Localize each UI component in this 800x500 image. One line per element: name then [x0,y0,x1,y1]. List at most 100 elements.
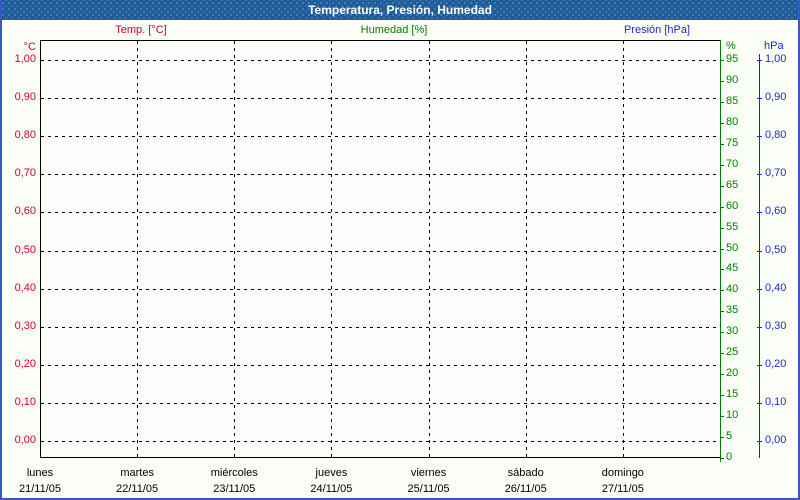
humidity-tick-label: 55 [726,220,739,233]
humidity-tick-label: 60 [726,199,739,212]
h-gridline [41,136,720,138]
pressure-axis-tick [757,136,762,138]
pressure-tick-label: 0,90 [765,91,787,104]
weekday-label: lunes [26,467,54,479]
v-gridline [525,41,527,458]
date-label: 25/11/05 [407,483,450,495]
weekday-label: miércoles [210,467,258,479]
pressure-axis-tick [757,326,762,328]
pressure-tick-label: 0,30 [765,319,787,332]
humidity-tick-label: 65 [726,178,739,191]
temp-tick-label: 0,50 [14,243,36,256]
h-gridline [41,402,720,404]
h-gridline [41,288,720,290]
humidity-tick-label: 50 [726,241,739,254]
humidity-tick-label: 15 [726,388,739,401]
humidity-axis-tick [720,143,724,145]
weekday-label: viernes [410,467,447,479]
pressure-axis-tick [757,98,762,100]
humidity-tick-label: 70 [726,157,739,170]
temp-tick-label: 1,00 [14,53,36,65]
humidity-axis-tick [720,60,724,61]
humidity-tick-label: 90 [726,73,739,86]
temp-tick-label: 0,80 [14,129,36,142]
humidity-tick-label: 40 [726,283,739,296]
humidity-tick-label: 20 [726,367,739,380]
date-label: 24/11/05 [310,483,353,495]
pressure-axis-tick [757,441,762,442]
humidity-tick-label: 35 [726,304,739,317]
temp-tick-label: 0,30 [14,319,36,332]
chart-title: Temperatura, Presión, Humedad [308,3,492,17]
humidity-tick-label: 30 [726,325,739,338]
pressure-axis-line [759,54,760,458]
legend-humidity: Humedad [%] [360,24,428,36]
temp-tick-label: 0,20 [14,357,36,370]
humidity-axis-line [720,40,721,462]
temp-tick-label: 0,60 [14,205,36,218]
pressure-tick-label: 1,00 [765,53,787,65]
humidity-axis-tick [720,374,724,376]
legend-temp: Temp. [°C] [115,24,167,36]
date-label: 27/11/05 [601,483,644,495]
pressure-tick-label: 0,00 [765,434,787,446]
humidity-axis-tick [720,437,724,439]
v-gridline [428,41,430,458]
temp-tick-label: 0,40 [14,281,36,294]
pressure-axis-tick [757,174,762,176]
pressure-axis-tick [757,364,762,366]
pressure-axis-tick [757,288,762,290]
temp-tick-label: 0,10 [14,395,36,408]
h-gridline [41,174,720,176]
humidity-axis-tick [720,269,724,271]
humidity-axis-tick [720,101,724,103]
v-gridline [622,41,624,458]
date-label: 22/11/05 [116,483,159,495]
h-gridline [41,364,720,366]
humidity-tick-label: 95 [726,53,739,65]
h-gridline [41,212,720,214]
legend-pressure: Presión [hPa] [623,24,691,36]
humidity-axis-tick [720,416,724,418]
temp-axis-unit: °C [23,41,36,53]
pressure-tick-label: 0,20 [765,357,787,370]
date-label: 26/11/05 [504,483,547,495]
humidity-tick-label: 80 [726,115,739,128]
temp-tick-label: 0,00 [14,434,36,446]
temp-tick-label: 0,70 [14,167,36,180]
h-gridline [41,60,720,61]
humidity-axis-tick [720,227,724,229]
pressure-axis-tick [757,212,762,214]
humidity-axis-tick [720,122,724,124]
humidity-axis-tick [720,290,724,292]
pressure-tick-label: 0,70 [765,167,787,180]
h-gridline [41,250,720,252]
humidity-axis-tick [720,395,724,397]
pressure-axis-tick [757,402,762,404]
weekday-label: sábado [507,467,544,479]
humidity-axis-tick [720,353,724,355]
humidity-axis-tick [720,458,724,459]
temp-tick-label: 0,90 [14,91,36,104]
humidity-axis-tick [720,164,724,166]
humidity-tick-label: 75 [726,136,739,149]
pressure-tick-label: 0,50 [765,243,787,256]
humidity-axis-unit: % [726,40,736,52]
humidity-tick-label: 5 [726,430,733,443]
pressure-tick-label: 0,10 [765,395,787,408]
humidity-axis-tick [720,332,724,334]
pressure-axis-tick [757,250,762,252]
weekday-label: martes [120,467,154,479]
humidity-axis-tick [720,185,724,187]
h-gridline [41,326,720,328]
pressure-axis-tick [757,60,762,61]
humidity-tick-label: 10 [726,409,739,422]
date-label: 23/11/05 [213,483,256,495]
humidity-tick-label: 85 [726,94,739,107]
humidity-axis-tick [720,311,724,313]
h-gridline [41,98,720,100]
weekday-label: domingo [601,467,644,479]
humidity-axis-tick [720,206,724,208]
h-gridline [41,441,720,442]
